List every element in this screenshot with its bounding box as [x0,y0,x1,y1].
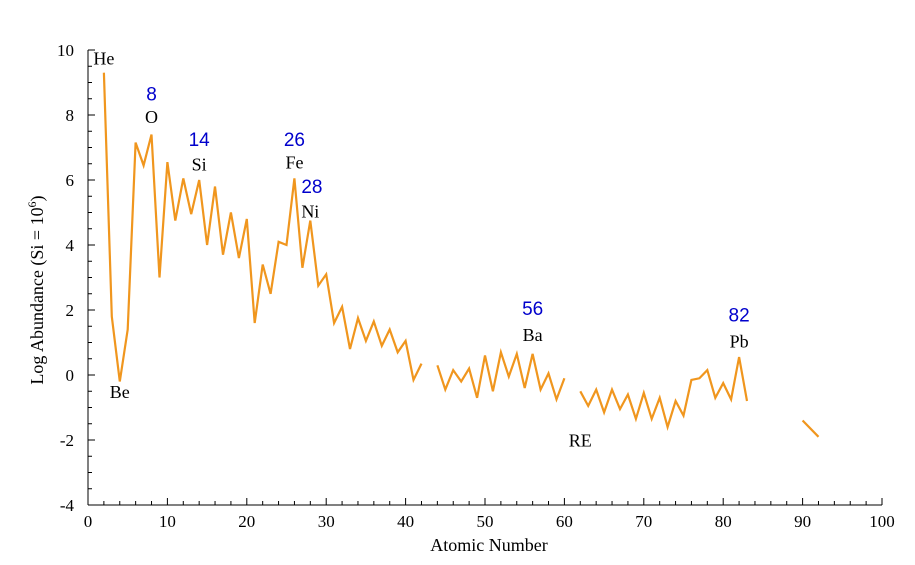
atomic-number-label: 26 [284,130,305,151]
abundance-line-segment [102,72,423,384]
atomic-number-label: 28 [301,177,322,198]
x-tick-label: 30 [318,512,335,531]
x-axis-title: Atomic Number [430,535,547,555]
x-tick-label: 0 [84,512,93,531]
element-symbol-label: RE [569,431,592,451]
y-tick-label: 8 [66,106,75,125]
element-symbol-label: Si [192,154,207,174]
x-tick-label: 90 [794,512,811,531]
y-tick-label: 0 [66,366,75,385]
y-tick-label: 6 [66,171,75,190]
x-tick-label: 40 [397,512,414,531]
atomic-number-label: 82 [729,305,750,326]
x-tick-label: 100 [869,512,895,531]
x-tick-label: 10 [159,512,176,531]
element-symbol-label: Pb [730,331,749,351]
element-symbol-label: Ni [301,201,319,221]
x-tick-label: 70 [635,512,652,531]
x-tick-label: 80 [715,512,732,531]
atomic-number-label: 14 [189,130,211,151]
x-tick-label: 20 [238,512,255,531]
element-symbol-label: He [93,49,114,69]
atomic-number-label: 8 [146,84,157,105]
element-symbol-label: Be [110,382,130,402]
atomic-number-label: 56 [522,299,543,320]
y-axis-title: Log Abundance (Si = 106) [25,195,48,384]
y-tick-label: -2 [60,431,74,450]
abundance-line-segment [801,419,820,438]
element-symbol-label: Fe [285,153,303,173]
element-symbol-label: Ba [523,325,543,345]
y-tick-label: 10 [57,41,74,60]
y-tick-label: 4 [66,236,75,255]
y-tick-label: -4 [60,496,75,515]
element-symbol-label: O [145,107,158,127]
x-tick-label: 50 [477,512,494,531]
abundance-line-segment [436,348,566,403]
abundance-line-segment [579,356,749,431]
y-tick-label: 2 [66,301,75,320]
x-tick-label: 60 [556,512,573,531]
